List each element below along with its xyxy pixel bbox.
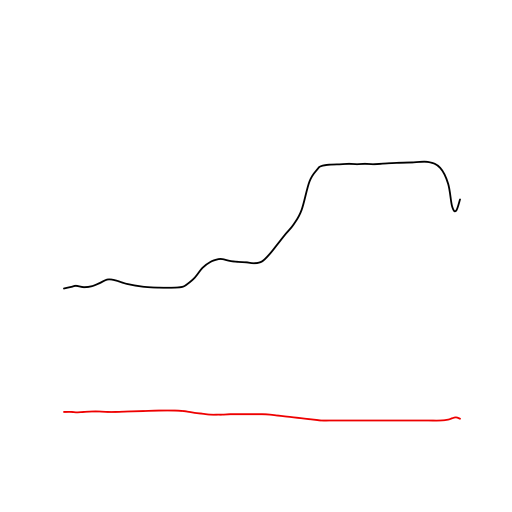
series-line-1	[63, 160, 461, 290]
series-layer	[63, 160, 461, 422]
series-line-2	[63, 409, 461, 422]
